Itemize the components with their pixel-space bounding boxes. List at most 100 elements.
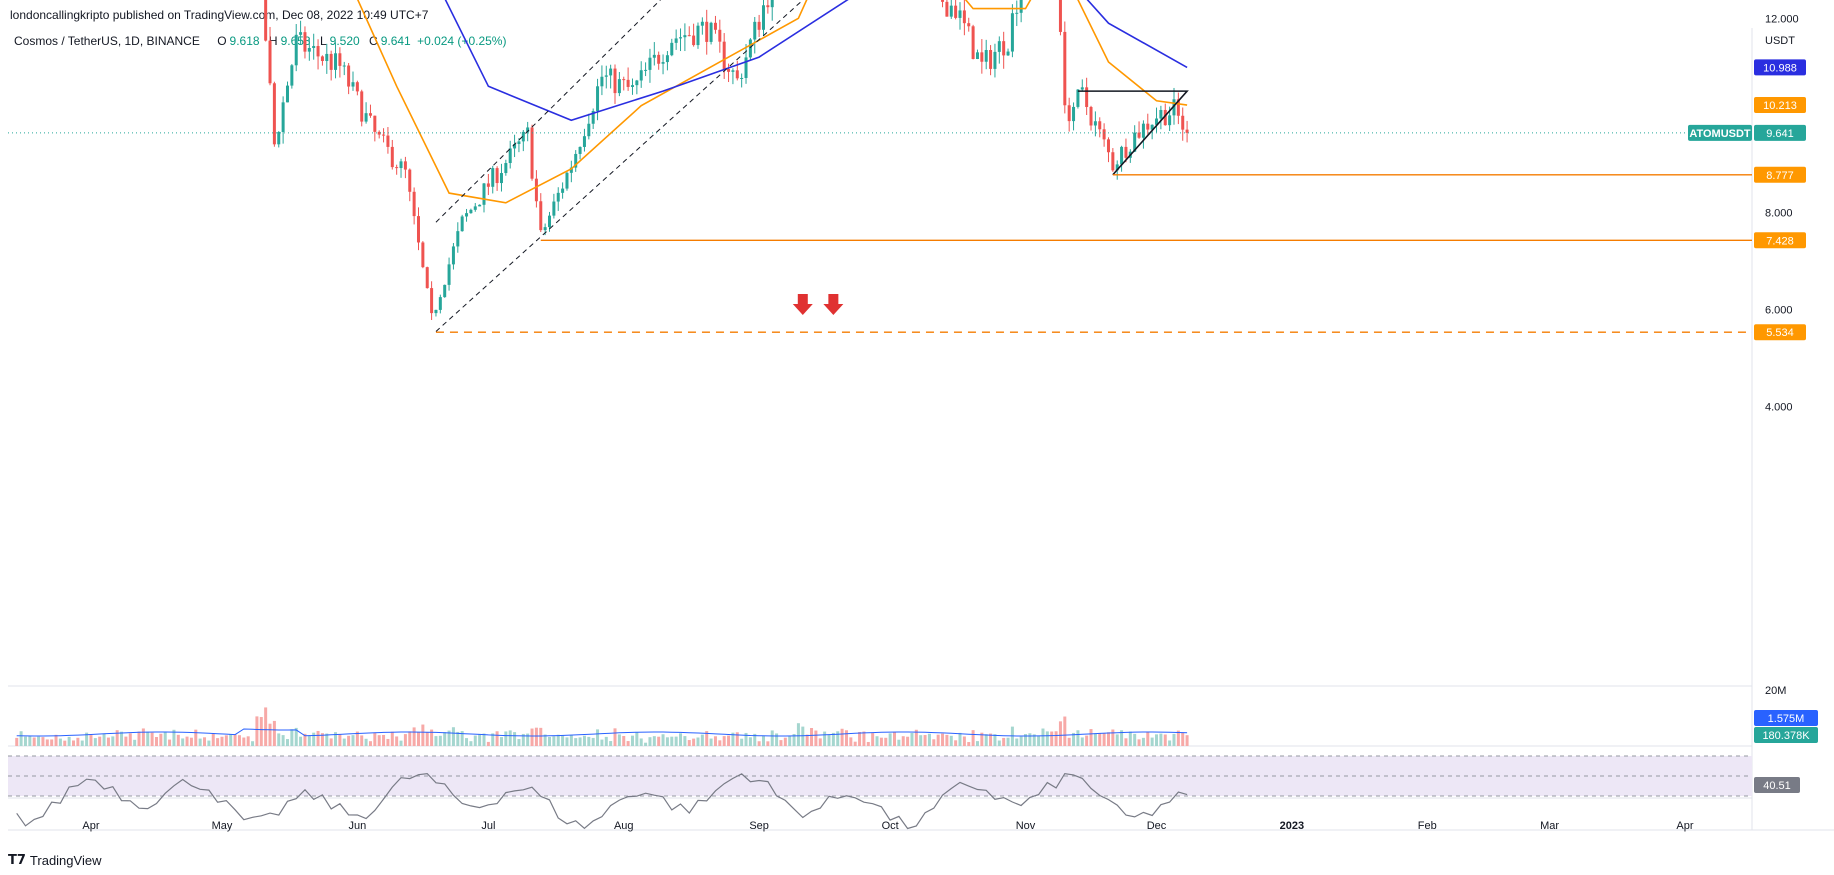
volume-bar [1115, 734, 1119, 746]
volume-bar [565, 737, 569, 746]
volume-bar [1015, 738, 1019, 746]
candle-body [1150, 124, 1154, 130]
candle-body [360, 91, 364, 122]
volume-bar [430, 729, 434, 746]
candle-body [1006, 51, 1010, 56]
candle-body [329, 53, 333, 70]
volume-bar [958, 732, 962, 746]
candle-body [569, 167, 573, 173]
candle-body [438, 297, 442, 310]
volume-bar [526, 733, 530, 746]
volume-bar [382, 734, 386, 746]
volume-bar [1102, 733, 1106, 746]
volume-bar [28, 735, 32, 746]
candle-body [941, 0, 945, 2]
x-tick-label: 2023 [1280, 820, 1304, 832]
candle-body [718, 29, 722, 42]
volume-bar [1181, 732, 1185, 746]
symbol-title[interactable]: Cosmos / TetherUS, 1D, BINANCE [14, 34, 200, 48]
volume-bar [661, 734, 665, 746]
x-tick-label: Apr [82, 820, 99, 832]
volume-bar [360, 735, 364, 746]
volume-bar [412, 727, 416, 746]
candle-body [740, 77, 744, 79]
candle-body [587, 123, 591, 137]
candle-body [491, 168, 495, 187]
volume-bar [906, 736, 910, 746]
candle-body [945, 1, 949, 17]
rsi-tag-label: 40.51 [1763, 780, 1791, 792]
candle-body [617, 79, 621, 94]
volume-bar [919, 735, 923, 746]
candle-body [984, 50, 988, 62]
x-tick-label: Oct [882, 820, 899, 832]
price-tag [1754, 97, 1806, 114]
volume-bar [674, 736, 678, 746]
candle-body [521, 131, 525, 142]
volume-bar [207, 740, 211, 746]
volume-bar [111, 736, 115, 746]
volume-bar [259, 717, 263, 746]
candle-body [1098, 121, 1102, 130]
candle-body [657, 54, 661, 64]
volume-bar [683, 736, 687, 746]
candle-body [548, 215, 552, 228]
price-tag [1754, 166, 1806, 183]
volume-bar [740, 738, 744, 746]
candle-body [504, 163, 508, 174]
volume-bar [168, 739, 172, 746]
volume-bar [1037, 735, 1041, 746]
volume-bar [840, 728, 844, 746]
volume-bar [1041, 728, 1045, 746]
candle-body [473, 206, 477, 210]
candle-body [556, 192, 560, 202]
volume-bar [871, 733, 875, 746]
candle-body [447, 264, 451, 285]
volume-bar [1076, 730, 1080, 746]
volume-bar [45, 739, 49, 746]
candle-body [443, 284, 447, 298]
symbol-legend: Cosmos / TetherUS, 1D, BINANCE O9.618 H 9… [14, 34, 506, 48]
volume-bar [299, 736, 303, 746]
volume-bar [386, 738, 390, 746]
volume-bar [255, 716, 259, 746]
volume-bar [329, 738, 333, 746]
volume-bar [303, 733, 307, 746]
volume-bar [665, 737, 669, 746]
volume-bar [176, 734, 180, 746]
x-tick-label: May [212, 820, 233, 832]
volume-bar [875, 736, 879, 746]
candle-body [980, 52, 984, 62]
volume-bar [508, 730, 512, 746]
price-tag [1754, 232, 1806, 249]
candle-body [465, 213, 469, 217]
volume-bar [1141, 737, 1145, 746]
volume-bar [975, 741, 979, 746]
candle-body [1072, 106, 1076, 122]
candle-body [316, 46, 320, 57]
volume-bar [993, 734, 997, 746]
candle-body [307, 47, 311, 52]
volume-bar [984, 734, 988, 746]
volume-bar [23, 736, 27, 746]
volume-bar [185, 736, 189, 746]
candle-body [757, 21, 761, 30]
price-tag-label: 9.641 [1766, 128, 1794, 140]
volume-tag-label: 1.575M [1768, 713, 1805, 725]
candle-body [460, 216, 464, 232]
volume-bar [242, 737, 246, 746]
symbol-tag-label: ATOMUSDT [1689, 128, 1751, 140]
volume-bar [85, 732, 89, 746]
candle-body [412, 191, 416, 217]
volume-bar [504, 731, 508, 746]
candle-body [264, 0, 268, 41]
volume-bar [962, 736, 966, 746]
volume-bar [971, 730, 975, 746]
volume-bar [548, 736, 552, 746]
volume-bar [451, 727, 455, 746]
volume-bar [644, 742, 648, 746]
candle-body [508, 148, 512, 164]
volume-bar [1133, 733, 1137, 746]
volume-bar [731, 732, 735, 746]
